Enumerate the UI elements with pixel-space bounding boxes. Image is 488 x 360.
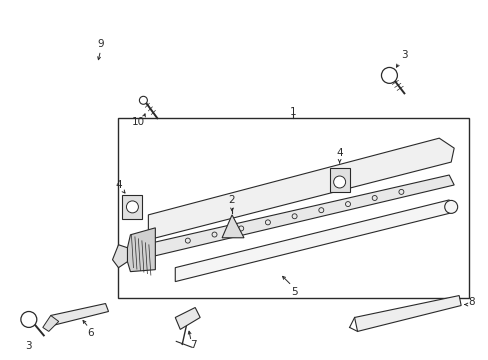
- Text: 4: 4: [336, 148, 342, 158]
- Text: 10: 10: [132, 117, 144, 127]
- Text: 4: 4: [115, 180, 122, 190]
- Polygon shape: [51, 303, 108, 325]
- Polygon shape: [222, 215, 244, 238]
- Polygon shape: [112, 245, 127, 268]
- Polygon shape: [175, 307, 200, 329]
- Circle shape: [444, 201, 457, 213]
- Text: 7: 7: [189, 340, 196, 350]
- Circle shape: [333, 176, 345, 188]
- Circle shape: [21, 311, 37, 328]
- Bar: [329, 168, 349, 192]
- Text: 2: 2: [228, 195, 235, 205]
- Text: 8: 8: [467, 297, 473, 306]
- Circle shape: [381, 67, 397, 84]
- Polygon shape: [130, 175, 453, 262]
- Text: 3: 3: [400, 50, 407, 60]
- Text: 3: 3: [25, 341, 32, 351]
- Bar: [118, 118, 468, 298]
- Circle shape: [139, 96, 147, 104]
- Polygon shape: [127, 228, 155, 272]
- Polygon shape: [42, 315, 59, 332]
- Text: 9: 9: [97, 39, 103, 49]
- Polygon shape: [175, 200, 450, 282]
- Text: 6: 6: [87, 328, 94, 338]
- Bar: [122, 195, 142, 219]
- Text: 5: 5: [291, 287, 298, 297]
- Text: 1: 1: [289, 107, 296, 117]
- Polygon shape: [148, 138, 453, 240]
- Polygon shape: [354, 296, 460, 332]
- Circle shape: [126, 201, 138, 213]
